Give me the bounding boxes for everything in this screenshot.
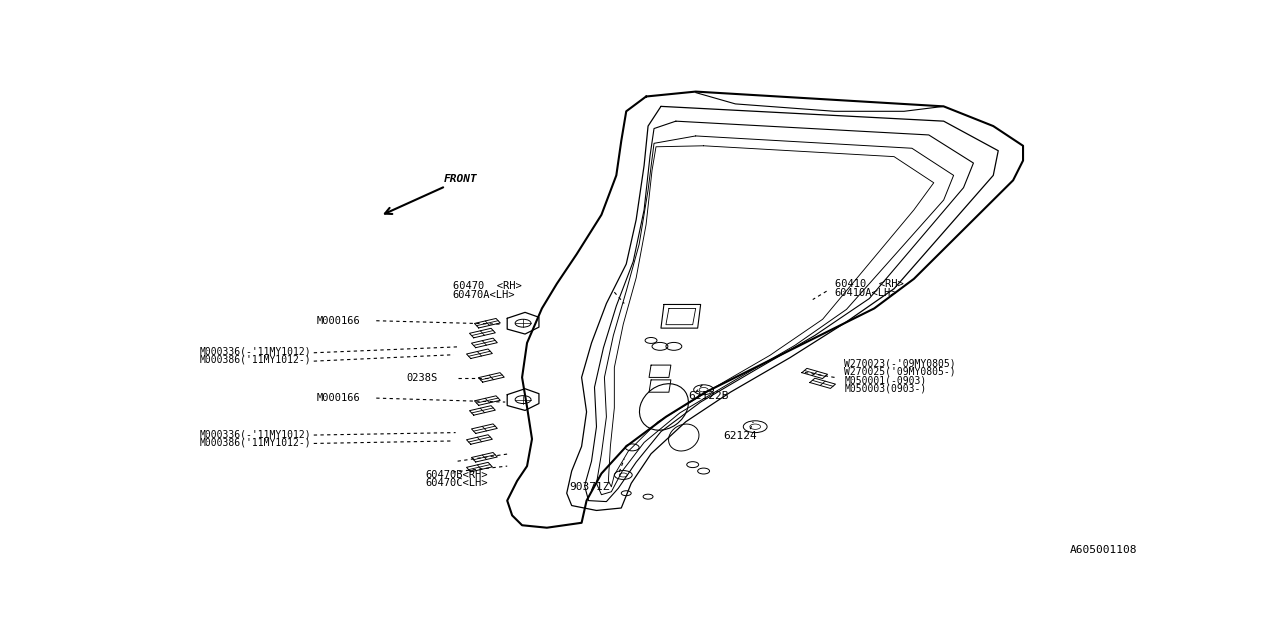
Text: 0238S: 0238S (406, 373, 438, 383)
Text: 60410A<LH>: 60410A<LH> (835, 287, 897, 298)
Text: 60470B<RH>: 60470B<RH> (426, 470, 489, 480)
Text: 60470  <RH>: 60470 <RH> (453, 281, 521, 291)
Text: 60470A<LH>: 60470A<LH> (453, 290, 515, 300)
Text: 60470C<LH>: 60470C<LH> (426, 478, 489, 488)
Text: FRONT: FRONT (444, 174, 477, 184)
Text: 62124: 62124 (723, 431, 758, 440)
Text: M050003(0903-): M050003(0903-) (845, 384, 927, 394)
Text: M000336(-'11MY1012): M000336(-'11MY1012) (200, 429, 311, 439)
Text: 90371Z: 90371Z (570, 482, 611, 492)
Text: M000336(-'11MY1012): M000336(-'11MY1012) (200, 346, 311, 356)
Text: M000166: M000166 (316, 393, 361, 403)
Text: M000386('11MY1012-): M000386('11MY1012-) (200, 355, 311, 365)
Text: 62122B: 62122B (689, 390, 730, 401)
Text: W270025('09MY0805-): W270025('09MY0805-) (845, 367, 956, 377)
Text: A605001108: A605001108 (1070, 545, 1137, 555)
Text: W270023(-'09MY0805): W270023(-'09MY0805) (845, 358, 956, 369)
Text: M050001(-0903): M050001(-0903) (845, 376, 927, 385)
Text: M000166: M000166 (316, 316, 361, 326)
Text: M000386('11MY1012-): M000386('11MY1012-) (200, 438, 311, 447)
Text: 60410  <RH>: 60410 <RH> (835, 279, 904, 289)
